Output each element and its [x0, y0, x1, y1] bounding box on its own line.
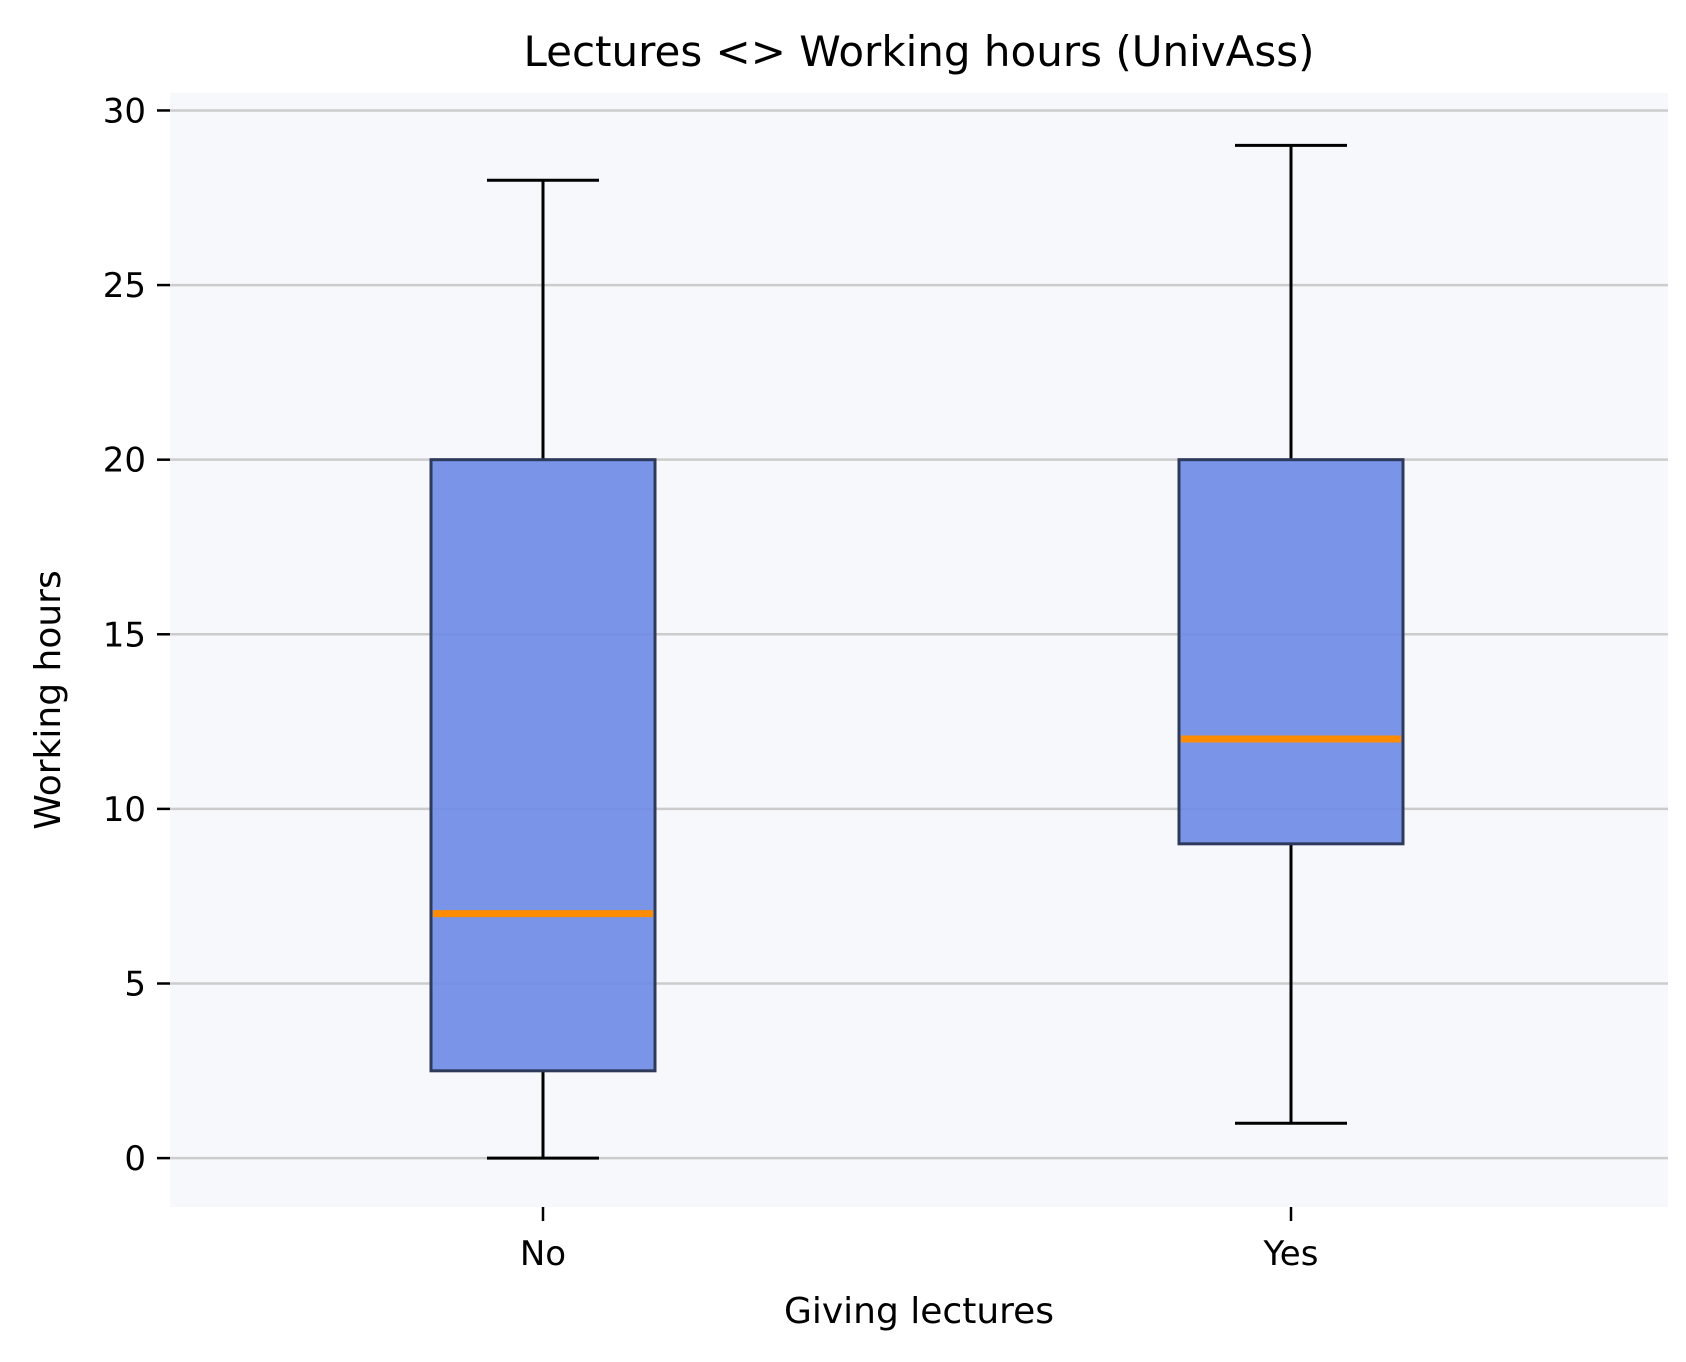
y-axis-label: Working hours	[28, 570, 69, 830]
plot-area	[170, 93, 1668, 1207]
box-yes	[1177, 143, 1405, 1125]
chart-title: Lectures <> Working hours (UnivAss)	[523, 27, 1314, 76]
y-tick-label: 20	[103, 441, 146, 481]
y-tick-label: 10	[103, 790, 146, 830]
x-tick-label: No	[520, 1234, 566, 1274]
grid-lines	[170, 109, 1668, 1160]
y-axis: 0 5 10 15 20 25 30	[103, 91, 170, 1179]
y-tick-label: 5	[124, 965, 146, 1005]
x-axis-label: Giving lectures	[784, 1291, 1054, 1332]
y-tick-label: 0	[124, 1139, 146, 1179]
box-no	[429, 178, 657, 1160]
boxes	[429, 143, 1405, 1160]
y-tick-label: 30	[103, 91, 146, 131]
x-axis: No Yes	[520, 1207, 1319, 1274]
iqr-box	[1177, 458, 1405, 846]
y-tick-label: 25	[103, 266, 146, 306]
x-tick-label: Yes	[1263, 1234, 1319, 1274]
iqr-box	[429, 458, 657, 1073]
y-tick-label: 15	[103, 615, 146, 655]
